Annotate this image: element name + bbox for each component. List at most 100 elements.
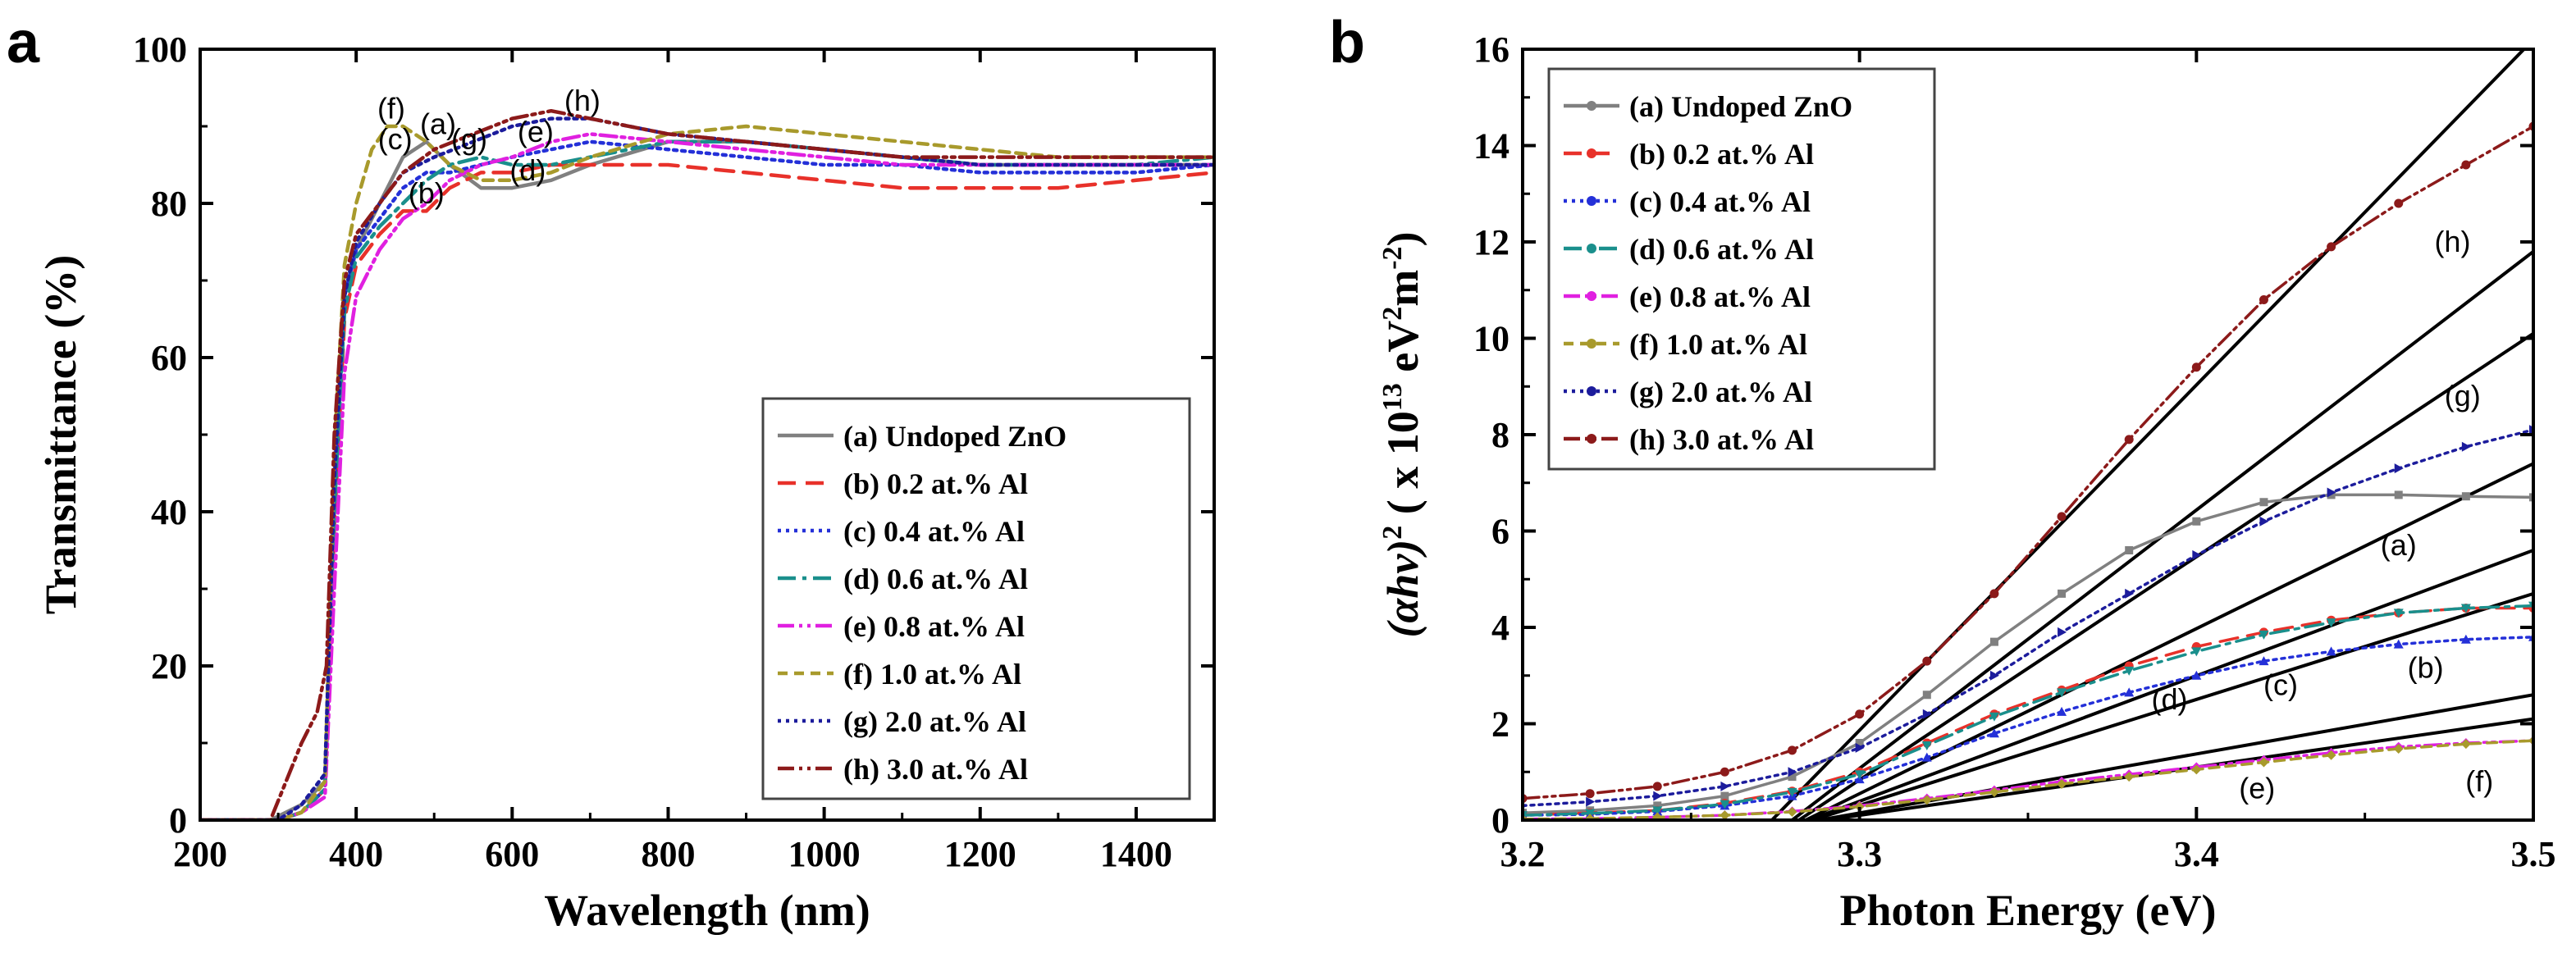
- data-point-a: [1653, 801, 1662, 810]
- y-axis-title-part: -2: [1377, 246, 1408, 269]
- data-point-h: [1788, 745, 1797, 755]
- data-point-f: [1787, 807, 1797, 818]
- curve-annotation-label: (a): [420, 107, 456, 140]
- legend-entry-e: (e) 0.8 at.% Al: [843, 610, 1025, 643]
- curve-annotation-label: (h): [564, 84, 601, 117]
- data-point-f: [1854, 801, 1865, 812]
- data-point-h: [1720, 767, 1729, 777]
- data-point-f: [2326, 750, 2336, 760]
- y-tick-label: 100: [133, 30, 187, 70]
- data-point-f: [1989, 786, 1999, 797]
- data-point-h: [2124, 435, 2134, 444]
- data-point-a: [2529, 493, 2533, 502]
- curve-annotation-label: (f): [2465, 764, 2493, 798]
- data-point-h: [1585, 789, 1595, 799]
- data-point-g: [1720, 781, 1730, 791]
- data-point-c: [2057, 706, 2067, 716]
- x-tick-label: 1000: [788, 834, 861, 874]
- data-point-a: [2125, 546, 2134, 554]
- x-tick-label: 400: [329, 834, 383, 874]
- tauc-fit-line-0: [1770, 49, 2527, 820]
- curve-annotation-label: (c): [2263, 668, 2298, 701]
- legend-entry-c: (c) 0.4 at.% Al: [1629, 185, 1811, 218]
- data-point-d: [2124, 666, 2135, 676]
- y-tick-label: 8: [1491, 415, 1510, 455]
- data-point-d: [2393, 609, 2404, 618]
- y-axis-title-part: eV: [1378, 321, 1427, 383]
- data-point-g: [1653, 791, 1663, 801]
- curve-annotation-label: (f): [377, 92, 405, 125]
- curve-annotation-label: (d): [509, 153, 546, 187]
- data-point-f: [2259, 757, 2269, 768]
- data-point-f: [2191, 764, 2202, 775]
- y-tick-label: 14: [1473, 126, 1510, 166]
- data-point-f: [1720, 810, 1730, 820]
- data-point-c: [2124, 687, 2135, 697]
- data-point-f: [1652, 812, 1663, 820]
- series-line-g: [1523, 428, 2533, 808]
- data-point-d: [2259, 630, 2269, 640]
- y-tick-label: 16: [1473, 30, 1510, 70]
- data-point-d: [2460, 604, 2471, 613]
- x-tick-label: 1400: [1100, 834, 1172, 874]
- data-point-h: [2394, 198, 2404, 208]
- data-point-g: [2192, 549, 2202, 560]
- x-tick-label: 800: [641, 834, 695, 874]
- legend-entry-f: (f) 1.0 at.% Al: [1629, 328, 1807, 361]
- y-axis-title: (αhν)2 ( x 1013 eV2m-2): [1377, 231, 1427, 637]
- x-tick-label: 600: [485, 834, 539, 874]
- tauc-fit-line-7: [1825, 717, 2533, 820]
- data-point-h: [1922, 656, 1932, 666]
- data-point-a: [1720, 791, 1729, 800]
- data-point-f: [2460, 739, 2471, 750]
- data-point-g: [1788, 767, 1797, 777]
- legend-entry-d: (d) 0.6 at.% Al: [843, 563, 1028, 595]
- data-point-g: [2461, 441, 2471, 452]
- y-tick-label: 6: [1491, 512, 1510, 552]
- data-point-h: [2191, 362, 2201, 372]
- data-point-a: [2058, 589, 2067, 598]
- data-point-g: [1586, 796, 1596, 807]
- legend-marker-c: [1587, 196, 1596, 206]
- curve-annotation-label: (c): [378, 122, 413, 156]
- y-axis-title: Transmittance (%): [36, 255, 85, 614]
- curve-annotation-label: (b): [409, 176, 445, 210]
- legend-marker-h: [1587, 434, 1596, 444]
- y-tick-label: 40: [151, 492, 187, 532]
- data-point-a: [1989, 637, 1998, 646]
- y-axis-title-part: 13: [1377, 383, 1408, 411]
- series-line-d: [1523, 604, 2533, 817]
- data-point-d: [2326, 618, 2336, 628]
- y-tick-label: 0: [1491, 800, 1510, 841]
- series-line-h: [1523, 125, 2533, 800]
- data-point-g: [2394, 463, 2404, 474]
- x-tick-label: 1200: [944, 834, 1016, 874]
- curve-annotation-label: (b): [2408, 651, 2444, 685]
- data-point-a: [1855, 739, 1864, 747]
- data-point-g: [1922, 709, 1932, 719]
- panel-label: a: [7, 10, 40, 75]
- data-point-d: [1720, 800, 1730, 809]
- legend-entry-c: (c) 0.4 at.% Al: [843, 515, 1025, 548]
- legend-box: [1547, 67, 1936, 471]
- tauc-fit-line-4: [1808, 549, 2533, 820]
- y-axis-title-part: ( x 10: [1378, 411, 1427, 525]
- legend-box: [761, 397, 1191, 800]
- data-point-a: [2259, 498, 2268, 507]
- y-tick-label: 12: [1473, 222, 1510, 262]
- data-point-g: [1989, 670, 1999, 681]
- legend-entry-b: (b) 0.2 at.% Al: [843, 467, 1028, 500]
- x-tick-label: 3.4: [2174, 834, 2219, 874]
- y-tick-label: 2: [1491, 704, 1510, 745]
- series-line-h: [200, 108, 1214, 820]
- curve-annotation-label: (h): [2434, 225, 2470, 258]
- x-tick-label: 3.2: [1500, 834, 1546, 874]
- data-point-h: [1989, 589, 1999, 599]
- data-point-c: [1989, 728, 1999, 738]
- x-tick-label: 3.3: [1837, 834, 1882, 874]
- data-point-a: [1788, 773, 1797, 782]
- curve-annotation-label: (g): [2445, 379, 2481, 413]
- legend-entry-a: (a) Undoped ZnO: [1629, 90, 1852, 123]
- curve-annotation-label: (d): [2151, 682, 2187, 716]
